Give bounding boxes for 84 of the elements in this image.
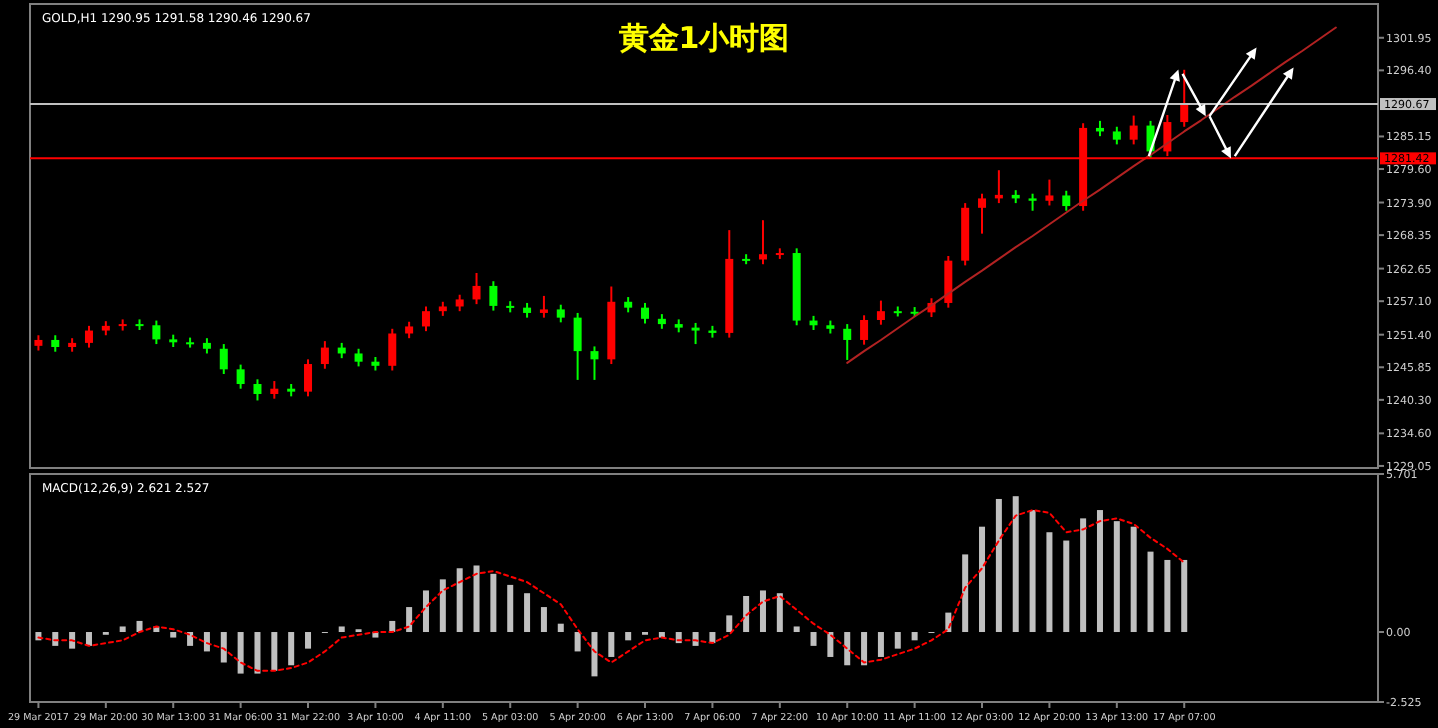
bar xyxy=(962,554,969,633)
candlestick xyxy=(118,318,127,332)
bar xyxy=(389,620,396,633)
bar xyxy=(439,579,446,633)
bar xyxy=(1012,496,1019,633)
bar xyxy=(979,526,986,633)
bar xyxy=(1181,559,1188,633)
candlestick xyxy=(978,192,987,235)
bar xyxy=(1113,521,1120,633)
candlestick xyxy=(1180,68,1189,128)
bar xyxy=(1046,532,1053,633)
bar xyxy=(170,632,177,638)
candlestick xyxy=(944,254,953,309)
bar xyxy=(861,632,868,666)
bar xyxy=(406,607,413,633)
bar xyxy=(793,626,800,633)
candlestick xyxy=(304,358,313,398)
candlestick xyxy=(388,327,397,372)
bar xyxy=(456,568,463,633)
bar xyxy=(557,623,564,633)
bar xyxy=(844,632,851,666)
candlestick xyxy=(236,363,245,390)
bar xyxy=(1147,551,1154,633)
bar xyxy=(776,593,783,633)
bar xyxy=(85,632,92,646)
bar xyxy=(254,632,261,674)
bar xyxy=(759,590,766,633)
bar xyxy=(709,632,716,644)
candlestick xyxy=(590,345,599,381)
candlestick xyxy=(219,343,228,376)
bar xyxy=(1130,526,1137,633)
bar xyxy=(422,590,429,633)
bar xyxy=(490,573,497,633)
bar xyxy=(591,632,598,677)
bar xyxy=(1080,518,1087,633)
candlestick xyxy=(1062,189,1071,212)
bar xyxy=(507,584,514,633)
bar xyxy=(1063,540,1070,633)
bar xyxy=(625,632,632,641)
candlestick xyxy=(489,280,498,312)
candlestick xyxy=(472,272,481,306)
bar xyxy=(911,632,918,641)
candlestick xyxy=(320,340,329,370)
bar xyxy=(540,607,547,633)
text: 黄金1小时图 xyxy=(616,20,790,56)
candlestick xyxy=(758,219,767,266)
bar xyxy=(288,632,295,666)
bar xyxy=(894,632,901,649)
bar xyxy=(810,632,817,646)
bar xyxy=(827,632,834,657)
candlestick xyxy=(876,299,885,326)
line-series xyxy=(846,26,1337,364)
bar xyxy=(203,632,210,652)
bar xyxy=(574,632,581,652)
bar xyxy=(473,565,480,633)
candlestick xyxy=(1045,178,1054,207)
candlestick xyxy=(1129,114,1138,146)
bar xyxy=(271,632,278,671)
bar xyxy=(119,626,126,633)
bar xyxy=(220,632,227,663)
bar xyxy=(1164,559,1171,633)
bar xyxy=(524,593,531,633)
bar xyxy=(726,615,733,633)
candlestick xyxy=(253,378,262,402)
bar xyxy=(743,595,750,633)
bar xyxy=(187,632,194,646)
bar xyxy=(338,626,345,633)
candlestick xyxy=(152,319,161,346)
bar xyxy=(1096,510,1103,633)
bar xyxy=(995,498,1002,633)
bar xyxy=(1029,510,1036,633)
candlestick xyxy=(843,323,852,361)
bar xyxy=(877,632,884,657)
candlestick xyxy=(573,311,582,381)
candlestick xyxy=(860,314,869,346)
candlestick xyxy=(641,301,650,325)
line-series xyxy=(37,509,1186,672)
bar xyxy=(237,632,244,674)
candlestick xyxy=(421,305,430,333)
candlestick xyxy=(539,294,548,319)
candlestick xyxy=(84,324,93,349)
candlestick xyxy=(691,321,700,346)
bar xyxy=(608,632,615,657)
bar xyxy=(305,632,312,649)
